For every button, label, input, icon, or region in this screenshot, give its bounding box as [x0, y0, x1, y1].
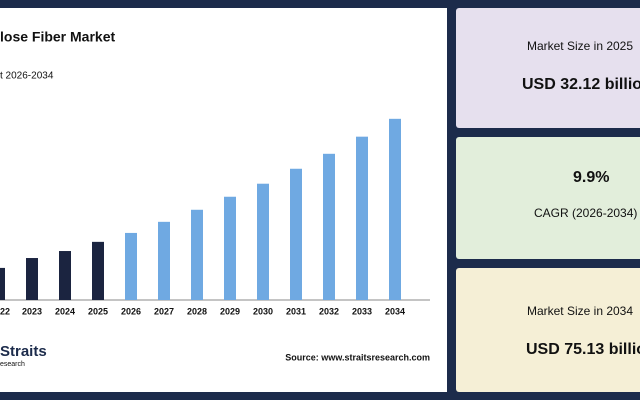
- card-value: 9.9%: [573, 169, 609, 186]
- bar: [0, 267, 5, 300]
- card-label: Market Size in 2025: [527, 39, 633, 53]
- card: [456, 8, 640, 128]
- x-tick-label: 2025: [88, 306, 108, 316]
- chart-title: lose Fiber Market: [0, 29, 115, 45]
- card: [456, 268, 640, 392]
- card-label: Market Size in 2034: [527, 304, 633, 318]
- x-tick-label: 2032: [319, 306, 339, 316]
- card: [456, 137, 640, 259]
- x-tick-label: 2031: [286, 306, 306, 316]
- bar: [59, 251, 71, 300]
- source: Source: www.straitsresearch.com: [285, 352, 430, 362]
- card-value: USD 32.12 billio: [522, 76, 640, 93]
- x-tick-label: 2033: [352, 306, 372, 316]
- x-tick-label: 2030: [253, 306, 273, 316]
- bar: [224, 196, 236, 300]
- logo: Straits: [0, 343, 47, 360]
- chart-subtitle: t 2026-2034: [0, 71, 54, 82]
- bar: [290, 168, 302, 300]
- x-tick-label: 2029: [220, 306, 240, 316]
- x-tick-label: 2023: [22, 306, 42, 316]
- x-tick-label: 2024: [55, 306, 75, 316]
- card-label: CAGR (2026-2034): [534, 206, 637, 220]
- bar: [92, 241, 104, 300]
- logo-sub: esearch: [0, 361, 25, 368]
- x-tick-label: 2027: [154, 306, 174, 316]
- chart-panel: [0, 8, 447, 392]
- x-tick-label: 2028: [187, 306, 207, 316]
- bar: [26, 258, 38, 300]
- bar: [125, 232, 137, 300]
- x-tick-label: 2026: [121, 306, 141, 316]
- bar: [356, 136, 368, 300]
- bar: [389, 118, 401, 300]
- bar: [257, 183, 269, 300]
- bar: [323, 153, 335, 300]
- x-tick-label: 22: [0, 306, 10, 316]
- bar: [158, 221, 170, 300]
- bar: [191, 209, 203, 300]
- card-value: USD 75.13 billio: [526, 341, 640, 358]
- x-tick-label: 2034: [385, 306, 405, 316]
